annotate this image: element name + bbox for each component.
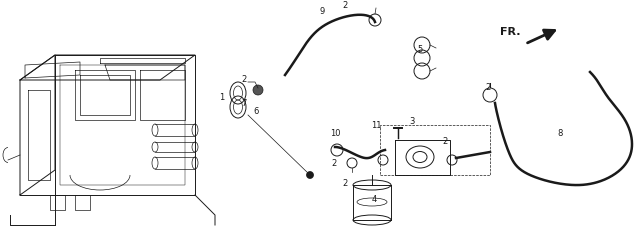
Text: 3: 3 [410,118,415,126]
Text: 6: 6 [253,108,259,117]
Bar [380,125,490,175]
Text: 2: 2 [241,75,246,84]
Text: 9: 9 [319,8,324,17]
Text: 10: 10 [330,128,340,138]
Text: 1: 1 [220,93,225,101]
Text: 4: 4 [371,195,376,205]
Text: 7: 7 [241,98,246,108]
Text: FR.: FR. [500,27,520,37]
Text: 2: 2 [342,1,348,10]
Text: 11: 11 [371,121,381,130]
Text: 8: 8 [557,128,563,138]
Text: 2: 2 [342,178,348,187]
Text: 2: 2 [442,136,447,146]
Circle shape [307,172,314,178]
Circle shape [253,85,263,95]
Text: 2: 2 [485,84,491,93]
Text: 2: 2 [332,160,337,169]
Text: 5: 5 [417,46,422,55]
